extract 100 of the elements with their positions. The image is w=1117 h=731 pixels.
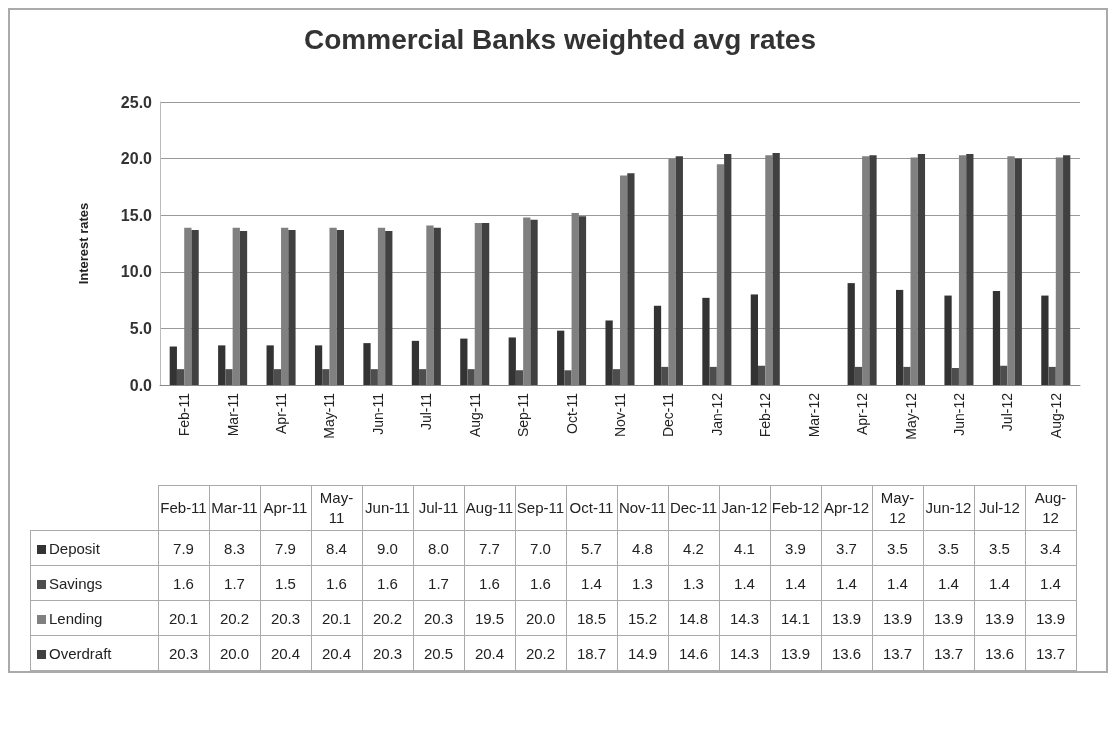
bar (508, 337, 516, 385)
data-label: 1.6 (464, 565, 515, 601)
data-label: 20.1 (158, 600, 209, 636)
data-label: 14.9 (617, 635, 668, 671)
bar (530, 219, 538, 385)
bar (951, 368, 959, 385)
data-label: 1.4 (1025, 565, 1076, 601)
x-tick-label: Feb-11 (158, 485, 209, 531)
y-tick-label: 0.0 (129, 376, 153, 394)
x-tick-label: Oct-11 (566, 485, 617, 531)
data-label: 14.3 (719, 635, 770, 671)
data-label: 4.8 (617, 530, 668, 566)
bar (578, 216, 587, 385)
chart-title: Commercial Banks weighted avg rates (304, 23, 816, 55)
data-label: 20.2 (362, 600, 413, 636)
data-label: 20.3 (413, 600, 464, 636)
data-label: 5.7 (566, 530, 617, 566)
x-tick-label: Jan-12 (719, 485, 770, 531)
y-tick-label: 10.0 (120, 263, 153, 281)
data-label: 1.4 (770, 565, 821, 601)
bar (702, 297, 710, 385)
bar (750, 294, 758, 385)
data-label: 9.0 (362, 530, 413, 566)
x-tick-label: Aug-11 (464, 485, 515, 531)
bar (322, 369, 330, 385)
bar (724, 154, 732, 385)
bar (869, 155, 877, 385)
data-label: 7.0 (515, 530, 566, 566)
x-tick-label: Apr-11 (260, 485, 311, 531)
x-tick-label: Jan-12 (708, 392, 725, 436)
data-label: 20.2 (209, 600, 260, 636)
data-label: 13.7 (1025, 635, 1076, 671)
data-label: 3.5 (923, 530, 974, 566)
x-tick-label: Dec-11 (660, 392, 677, 438)
data-label: 13.9 (770, 635, 821, 671)
data-label: 3.5 (974, 530, 1025, 566)
data-label: 1.7 (209, 565, 260, 601)
data-label: 13.9 (923, 600, 974, 636)
data-label: 1.4 (872, 565, 923, 601)
data-label: 20.3 (158, 635, 209, 671)
bar (385, 231, 393, 385)
data-label: 8.3 (209, 530, 260, 566)
y-tick-label: Deposit (30, 530, 158, 566)
data-label: 3.4 (1025, 530, 1076, 566)
bar (314, 345, 323, 385)
data-label: 19.5 (464, 600, 515, 636)
bar (903, 366, 911, 385)
bar (1014, 158, 1022, 385)
bar (411, 340, 420, 385)
bar (433, 227, 441, 385)
x-tick-label: Dec-11 (668, 485, 719, 531)
data-label: 1.4 (566, 565, 617, 601)
x-tick-label: Mar-11 (209, 485, 260, 531)
data-label: 18.5 (566, 600, 617, 636)
bar (966, 154, 974, 385)
data-label: 1.3 (617, 565, 668, 601)
x-tick-label: Oct-11 (563, 392, 580, 434)
data-label: 1.7 (413, 565, 464, 601)
bar (709, 366, 717, 385)
data-label: 20.4 (311, 635, 362, 671)
x-tick-label: May-11 (311, 485, 362, 531)
data-label: 13.6 (821, 635, 872, 671)
x-tick-label: Aug-11 (466, 392, 483, 438)
data-label: 13.9 (974, 600, 1025, 636)
data-label: 1.4 (923, 565, 974, 601)
data-label: 3.5 (872, 530, 923, 566)
x-tick-label: Apr-11 (273, 392, 290, 434)
bar (239, 231, 248, 385)
bar (847, 283, 855, 385)
data-label: 20.2 (515, 635, 566, 671)
data-label: 20.4 (464, 635, 515, 671)
y-tick-label: 5.0 (129, 319, 153, 337)
data-label: 20.1 (311, 600, 362, 636)
data-label: 1.4 (821, 565, 872, 601)
bar (191, 229, 199, 385)
bar (288, 229, 296, 385)
bar (169, 346, 177, 385)
bar (917, 154, 926, 385)
bar (772, 152, 780, 385)
data-label: 4.1 (719, 530, 770, 566)
x-tick-label: Jun-12 (923, 485, 974, 531)
data-label: 8.4 (311, 530, 362, 566)
bar (758, 365, 766, 385)
x-tick-label: Aug-12 (1047, 392, 1064, 439)
bar (460, 338, 468, 385)
bar (419, 369, 427, 385)
x-tick-label: Jun-11 (362, 485, 413, 531)
x-tick-label: Mar-11 (224, 392, 241, 437)
bar (661, 366, 669, 385)
x-tick-label: Jun-11 (369, 392, 386, 435)
x-tick-label: Mar-12 (805, 392, 822, 438)
data-label: 13.7 (872, 635, 923, 671)
data-label: 20.0 (515, 600, 566, 636)
y-tick-label: 20.0 (120, 150, 153, 168)
data-label: 7.9 (158, 530, 209, 566)
data-label: 7.7 (464, 530, 515, 566)
bar (336, 229, 344, 385)
data-label: 20.3 (362, 635, 413, 671)
bar (515, 370, 524, 385)
x-tick-label: Jul-11 (418, 392, 435, 431)
